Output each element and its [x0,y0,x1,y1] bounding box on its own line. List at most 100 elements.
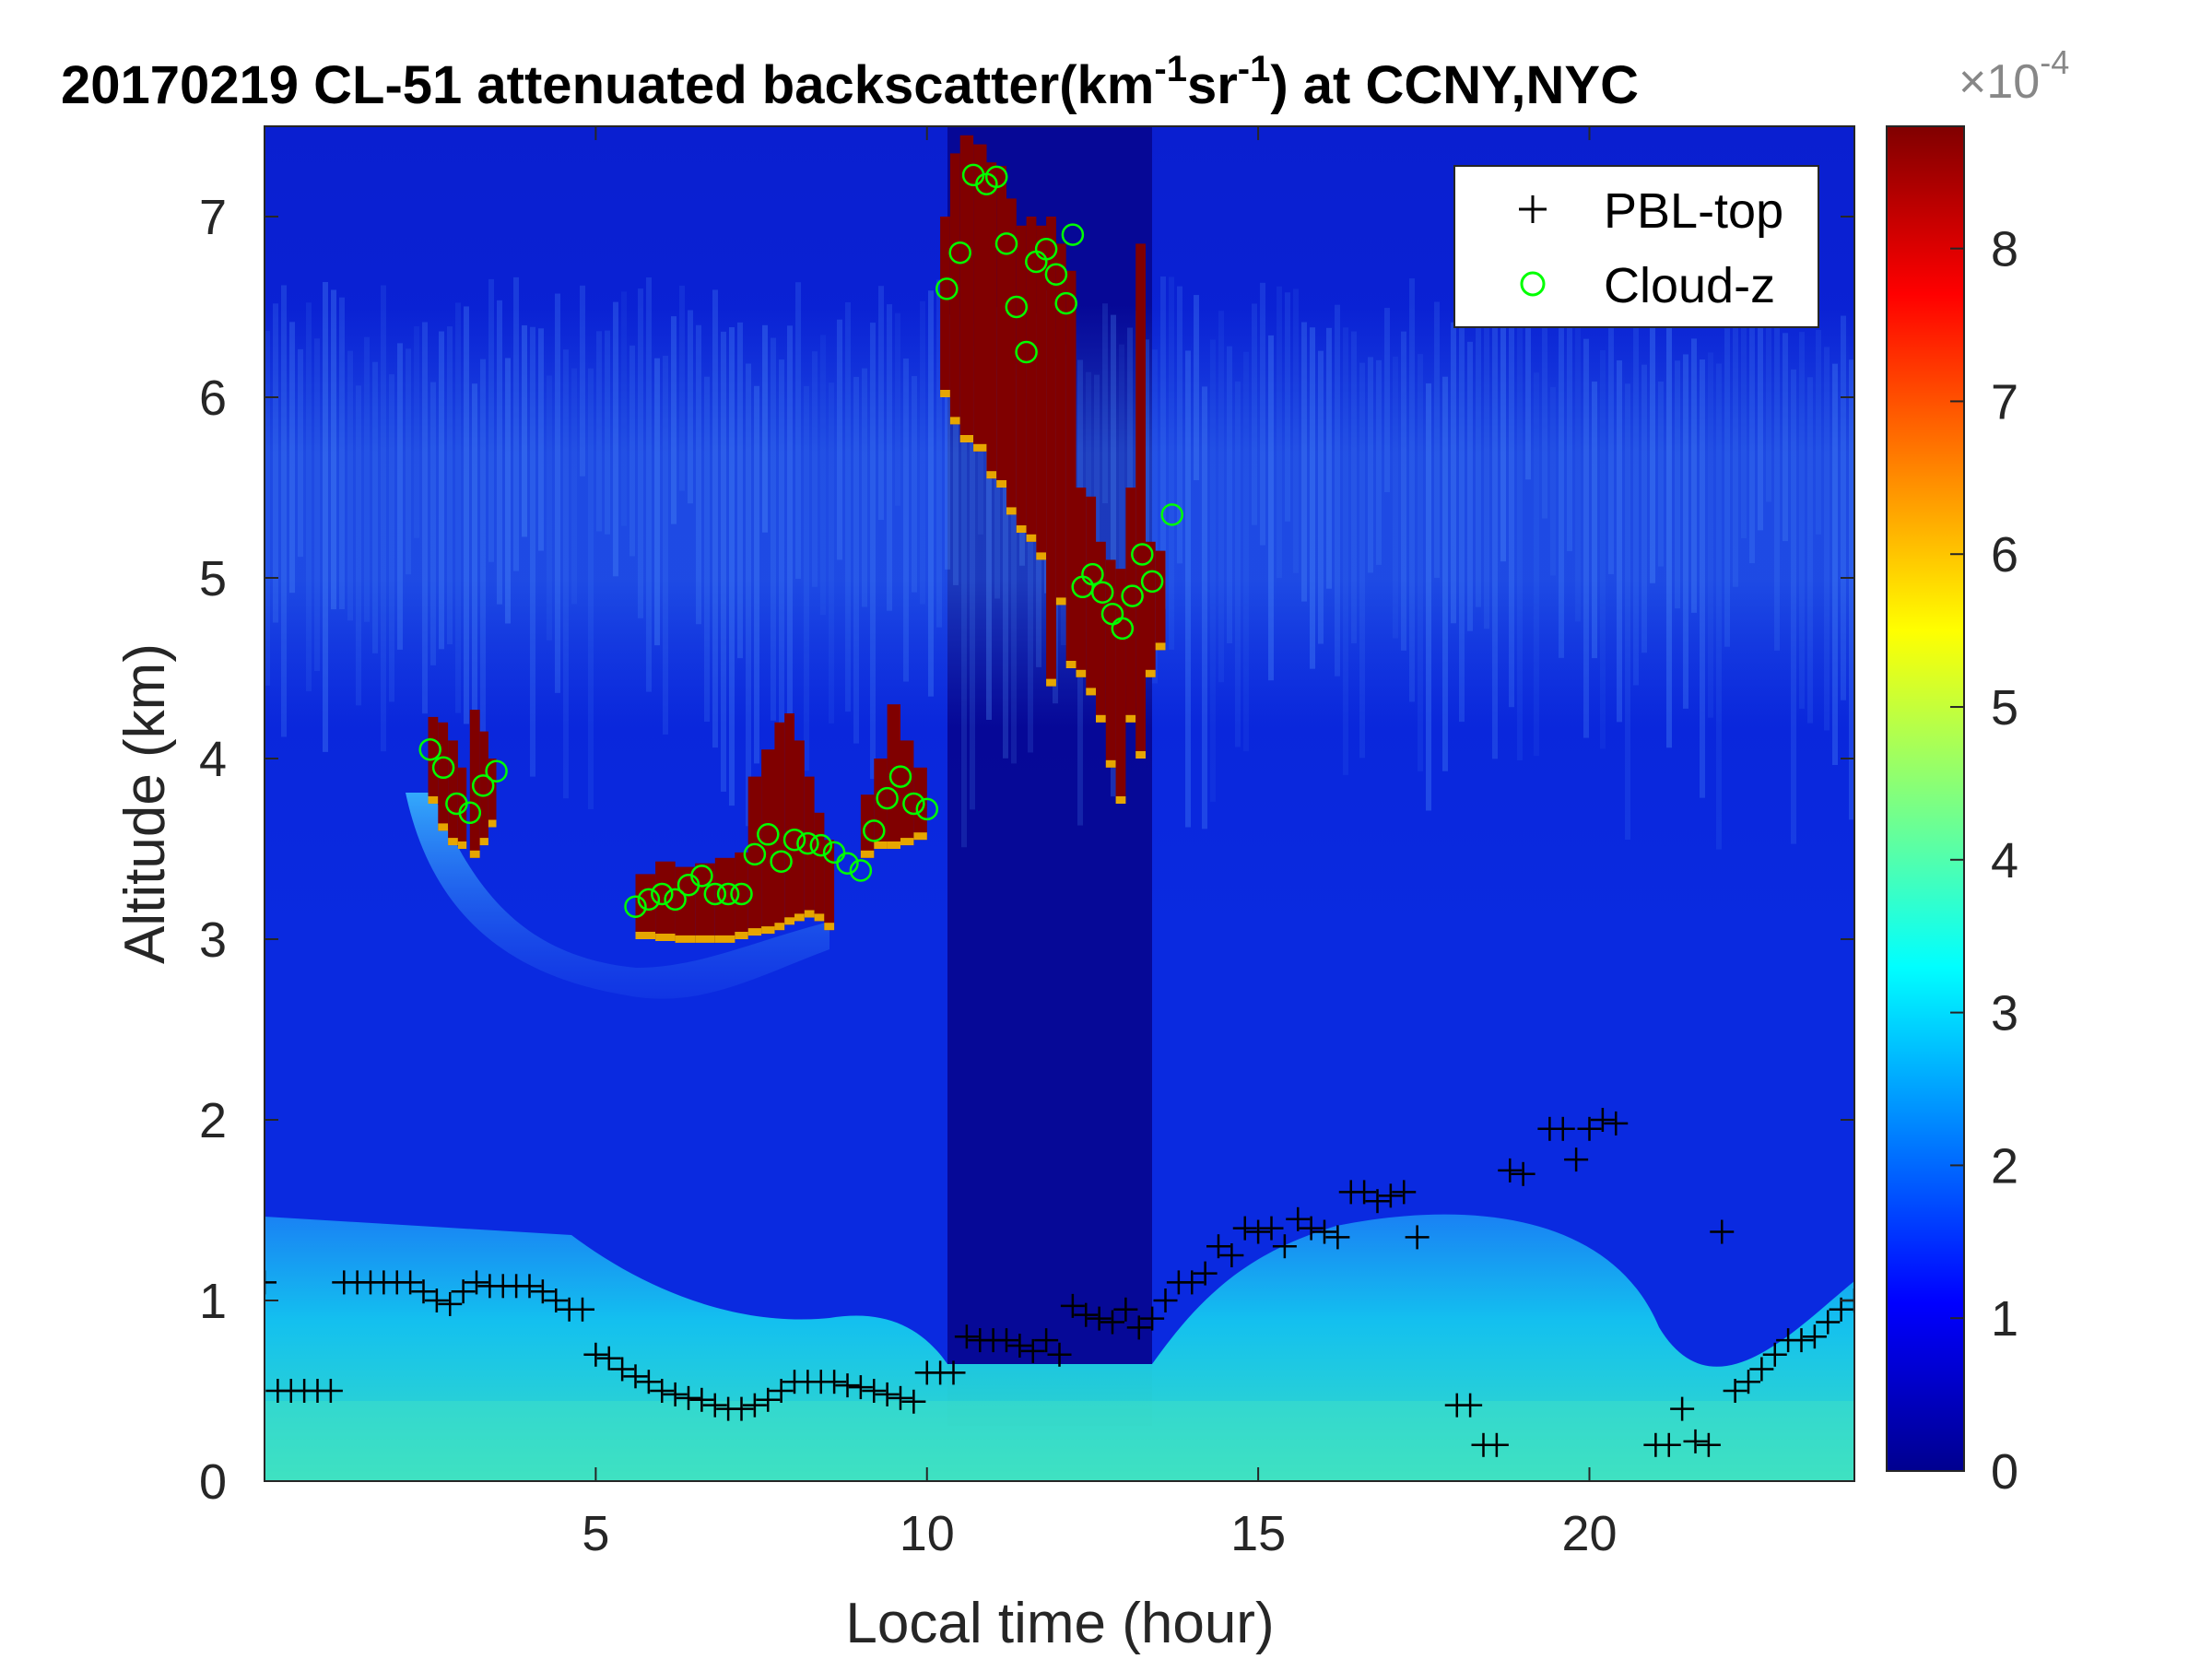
colorbar-tick-label: 4 [1991,833,2018,888]
haze-streak [845,301,851,712]
pbl-top-point [1087,1306,1112,1331]
haze-streak [970,381,975,810]
cloud-cell [804,776,815,918]
haze-streak [1841,315,1846,700]
haze-streak [464,306,469,724]
aerosol-arc [406,793,830,999]
cloud-z-point [418,737,441,761]
y-tick-label: 4 [199,732,227,787]
cloud-cell [1086,496,1097,696]
cloud-cell [973,144,987,452]
cloud-base-edge [438,823,449,831]
cloud-base-edge [655,934,676,941]
cloud-base-edge [973,443,987,452]
pbl-top-point [1550,1116,1575,1141]
cloud-cell [675,866,696,943]
haze-streak [1368,357,1373,573]
cloud-cell [774,722,785,931]
cloud-z-point [935,277,959,300]
cloud-z-point [730,882,753,906]
haze-streak [887,304,892,611]
haze-streak [1119,344,1124,694]
cloud-z-point [796,831,819,855]
x-tick-label: 15 [1230,1506,1286,1561]
y-tick-label: 2 [199,1093,227,1148]
haze-streak [1509,302,1514,708]
haze-streak [1741,303,1747,538]
cloud-z-point [863,819,886,842]
cloud-z-point [1015,340,1038,364]
colorbar-ticks: 0 1 2 3 4 5 6 7 8 [1950,222,2018,1500]
haze-streak [704,376,710,723]
haze-streak [1517,320,1523,761]
cloud-z-point [757,823,780,846]
pbl-top-point [822,1370,847,1394]
cloud-cell [1016,225,1027,534]
pbl-top-point [517,1274,542,1299]
haze-streak [372,361,378,653]
pbl-top-point [1034,1328,1059,1353]
haze-streak [1559,301,1564,658]
haze-streak [1102,303,1108,504]
cloud-base-edge [774,923,785,931]
pbl-top-point [756,1387,781,1412]
haze-streak [1766,296,1771,502]
cloud-base-edge [874,841,888,849]
cloud-cell [940,217,950,397]
haze-streak [771,337,776,721]
haze-streak [945,314,950,570]
pbl-top-point [1007,1334,1032,1358]
haze-streak [1177,286,1182,564]
pbl-top-point [1762,1342,1787,1367]
haze-streak [1708,352,1713,718]
legend-label-cloud-z: Cloud-z [1604,258,1775,313]
x-axis: 5 10 15 20 [582,126,1618,1561]
colorbar-bar [1886,125,1965,1472]
pbl-top-point [650,1379,675,1403]
haze-streak [1301,322,1307,602]
haze-streak [422,322,428,714]
cloud-z-point [948,241,971,265]
pbl-top-point [848,1375,873,1400]
haze-streak [1243,351,1249,752]
pbl-top-point [571,1297,594,1322]
y-axis-label: Altitude (km) [113,643,177,964]
haze-streak [1169,276,1174,650]
haze-streak [1210,339,1216,802]
cloud-z-point [1061,223,1085,246]
pbl-top-point [1193,1261,1218,1286]
haze-streak [1152,349,1158,684]
cloud-cell [860,794,875,858]
cloud-base-edge [457,841,467,849]
pbl-top-point [1100,1310,1124,1335]
pbl-top-point [1259,1216,1284,1241]
cloud-z-point [836,852,859,875]
cloud-cell [1026,217,1037,542]
haze-streak [1310,327,1315,669]
pbl-top-point [1498,1158,1523,1182]
y-tick-label: 6 [199,371,227,426]
haze-streak [1434,301,1440,578]
haze-streak [895,312,900,506]
haze-streak [1003,294,1008,759]
pbl-top-point [1378,1183,1403,1208]
pbl-top-point [1272,1234,1297,1259]
cloud-cell [1145,541,1156,677]
colorbar-tick-label: 1 [1991,1291,2018,1347]
pbl-top-point [1789,1328,1814,1353]
cloud-base-edge [1016,525,1027,533]
haze-streak [281,285,287,737]
pbl-top-point [1365,1189,1390,1214]
pbl-top-point [742,1393,767,1418]
cloud-cell [824,840,835,931]
plot-frame [264,125,1855,1482]
haze-streak [1675,360,1680,609]
cloud-cell [887,704,900,849]
cloud-z-point [624,895,647,918]
haze-streak [862,368,867,607]
pbl-top-point [1299,1216,1324,1241]
haze-streak [1716,363,1722,850]
haze-streak [298,348,303,558]
cloud-cell [469,710,480,858]
haze-streak [414,326,419,538]
